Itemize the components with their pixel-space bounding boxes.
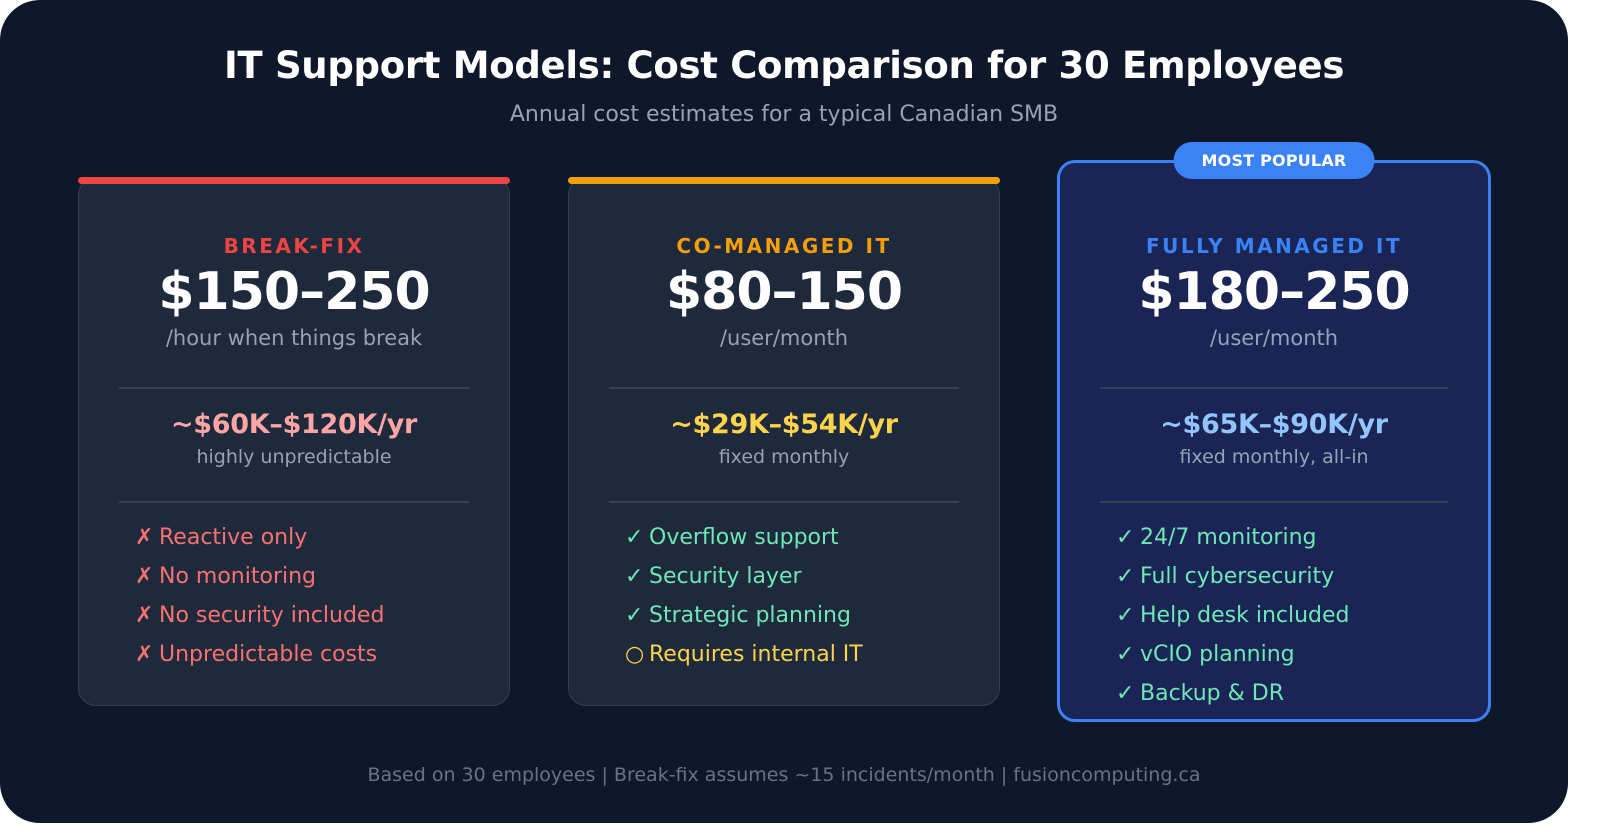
feature-text: Overflow support: [649, 525, 839, 550]
feature-item: ✓ Backup & DR: [1100, 674, 1448, 713]
annual-cost: ~$29K–$54K/yr: [670, 409, 898, 440]
feature-item: ✗ Unpredictable costs: [119, 635, 469, 674]
page-title: IT Support Models: Cost Comparison for 3…: [223, 44, 1345, 87]
pricing-card-break-fix: BREAK-FIX $150–250 /hour when things bre…: [78, 177, 510, 706]
annual-note: highly unpredictable: [196, 446, 392, 468]
cross-icon: ✗: [135, 564, 154, 589]
feature-item: ✓ 24/7 monitoring: [1100, 518, 1448, 557]
accent-bar: [78, 177, 510, 184]
feature-list: ✓ Overflow support ✓ Security layer ✓ Strat…: [609, 518, 959, 674]
accent-bar: [568, 177, 1000, 184]
feature-item: ✓ vCIO planning: [1100, 635, 1448, 674]
divider: [119, 387, 469, 389]
feature-text: Backup & DR: [1140, 681, 1285, 706]
feature-text: Unpredictable costs: [159, 642, 378, 667]
plan-label: BREAK-FIX: [223, 234, 365, 258]
feature-item: ✗ No monitoring: [119, 557, 469, 596]
divider: [609, 501, 959, 503]
feature-text: Security layer: [649, 564, 802, 589]
page-subtitle: Annual cost estimates for a typical Cana…: [509, 102, 1059, 127]
feature-item: ✗ No security included: [119, 596, 469, 635]
plan-price: $150–250: [158, 262, 430, 322]
divider: [119, 501, 469, 503]
divider: [1100, 501, 1448, 503]
feature-item: ✓ Overflow support: [609, 518, 959, 557]
plan-unit: /hour when things break: [165, 326, 423, 350]
plan-unit: /user/month: [1209, 326, 1339, 350]
plan-price: $180–250: [1138, 262, 1410, 322]
feature-text: Help desk included: [1140, 603, 1350, 628]
divider: [609, 387, 959, 389]
annual-note: fixed monthly: [718, 446, 850, 468]
feature-item: ✓ Help desk included: [1100, 596, 1448, 635]
check-icon: ✓: [625, 603, 644, 628]
check-icon: ✓: [1116, 681, 1135, 706]
most-popular-badge: MOST POPULAR: [1173, 142, 1375, 179]
divider: [1100, 387, 1448, 389]
feature-item: ✓ Security layer: [609, 557, 959, 596]
feature-text: Full cybersecurity: [1140, 564, 1335, 589]
annual-cost: ~$65K–$90K/yr: [1160, 409, 1388, 440]
feature-list: ✗ Reactive only ✗ No monitoring ✗ No securi…: [119, 518, 469, 674]
annual-cost: ~$60K–$120K/yr: [170, 409, 418, 440]
plan-price: $80–150: [665, 262, 903, 322]
plan-label: CO-MANAGED IT: [676, 234, 892, 258]
feature-text: Requires internal IT: [649, 642, 863, 667]
check-icon: ✓: [1116, 603, 1135, 628]
cross-icon: ✗: [135, 642, 154, 667]
feature-text: No security included: [159, 603, 385, 628]
feature-list: ✓ 24/7 monitoring ✓ Full cybersecurity ✓ He…: [1100, 518, 1448, 713]
pricing-card-fully-managed: MOST POPULAR FULLY MANAGED IT $180–250 /…: [1057, 142, 1491, 722]
feature-text: vCIO planning: [1140, 642, 1295, 667]
comparison-panel: IT Support Models: Cost Comparison for 3…: [0, 0, 1568, 823]
cross-icon: ✗: [135, 603, 154, 628]
check-icon: ✓: [625, 525, 644, 550]
check-icon: ✓: [625, 564, 644, 589]
feature-text: Strategic planning: [649, 603, 851, 628]
circle-icon: ○: [625, 642, 645, 667]
feature-text: 24/7 monitoring: [1140, 525, 1317, 550]
feature-item: ✓ Strategic planning: [609, 596, 959, 635]
check-icon: ✓: [1116, 525, 1135, 550]
feature-text: No monitoring: [159, 564, 317, 589]
feature-item: ✓ Full cybersecurity: [1100, 557, 1448, 596]
annual-note: fixed monthly, all-in: [1179, 446, 1369, 468]
footer-note: Based on 30 employees | Break-fix assume…: [367, 764, 1201, 786]
feature-item: ✗ Reactive only: [119, 518, 469, 557]
check-icon: ✓: [1116, 564, 1135, 589]
check-icon: ✓: [1116, 642, 1135, 667]
plan-label: FULLY MANAGED IT: [1145, 234, 1403, 258]
feature-text: Reactive only: [159, 525, 308, 550]
feature-item: ○ Requires internal IT: [609, 635, 959, 674]
cross-icon: ✗: [135, 525, 154, 550]
pricing-card-co-managed: CO-MANAGED IT $80–150 /user/month ~$29K–…: [568, 177, 1000, 706]
plan-unit: /user/month: [719, 326, 849, 350]
